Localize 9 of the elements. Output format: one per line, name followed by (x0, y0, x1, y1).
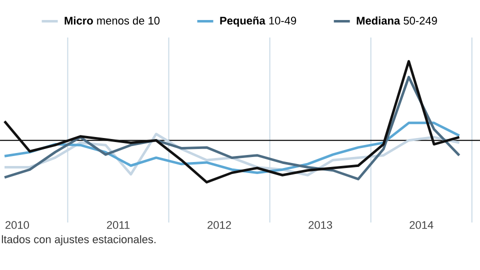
x-tick-label: 2012 (208, 221, 231, 229)
legend-label: Micro menos de 10 (64, 16, 160, 25)
legend-label: Pequeña 10-49 (220, 16, 296, 27)
x-tick-label: 2013 (308, 221, 332, 229)
x-tick-label: 2014 (410, 221, 434, 229)
x-tick-label: 2011 (106, 221, 130, 229)
legend-label: Mediana 50-249 (356, 16, 437, 25)
x-tick-label: 2010 (6, 221, 29, 229)
text: ltados con ajustes estacionales. (2, 235, 156, 246)
